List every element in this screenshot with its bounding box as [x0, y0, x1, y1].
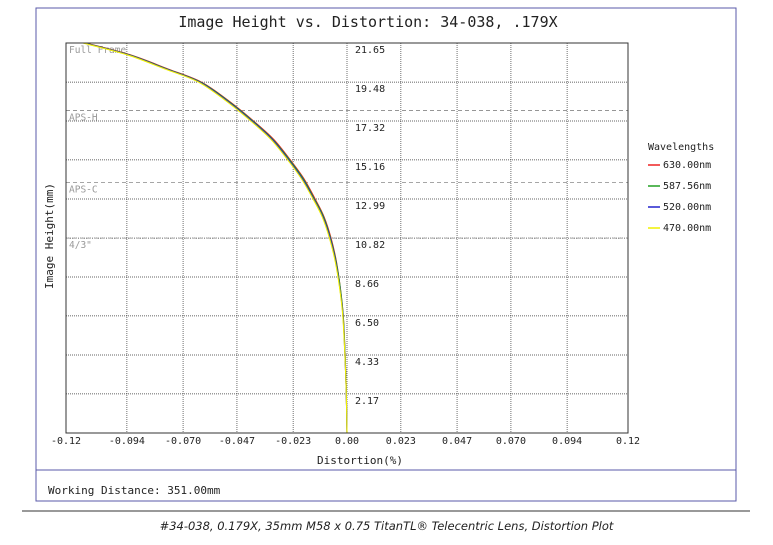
legend-entry: 470.00nm	[663, 223, 711, 234]
legend-title: Wavelengths	[648, 142, 714, 153]
x-tick-label: 0.12	[616, 436, 640, 447]
x-tick-label: 0.023	[386, 436, 416, 447]
x-tick-label: -0.047	[219, 436, 255, 447]
y-axis-label: Image Height(mm)	[43, 183, 56, 289]
legend-entry: 520.00nm	[663, 202, 711, 213]
x-tick-label: -0.023	[275, 436, 311, 447]
y-tick-label: 17.32	[355, 123, 385, 134]
x-tick-label: -0.070	[165, 436, 201, 447]
y-tick-label: 21.65	[355, 45, 385, 56]
figure-caption: #34-038, 0.179X, 35mm M58 x 0.75 TitanTL…	[159, 519, 614, 533]
series-line-470.00nm	[82, 42, 348, 434]
sensor-marker-label: APS-C	[69, 185, 98, 196]
y-tick-label: 8.66	[355, 279, 379, 290]
x-tick-label: 0.094	[552, 436, 582, 447]
legend-entry: 630.00nm	[663, 160, 711, 171]
x-axis-label: Distortion(%)	[317, 454, 403, 467]
y-tick-label: 6.50	[355, 318, 379, 329]
grid	[66, 43, 628, 433]
y-tick-label: 4.33	[355, 357, 379, 368]
sensor-marker-label: Full Frame	[69, 45, 126, 56]
y-tick-label: 19.48	[355, 84, 385, 95]
working-distance: Working Distance: 351.00mm	[48, 484, 221, 497]
legend-entry: 587.56nm	[663, 181, 711, 192]
sensor-marker-label: APS-H	[69, 113, 98, 124]
y-tick-labels: 2.17 4.33 6.50 8.66 10.82 12.99 15.16 17.32 19.4…	[355, 45, 385, 407]
x-tick-label: -0.12	[51, 436, 81, 447]
x-tick-label: 0.070	[496, 436, 526, 447]
x-tick-label: 0.047	[442, 436, 472, 447]
series-lines	[82, 42, 348, 434]
x-tick-label: -0.094	[109, 436, 145, 447]
plot-area	[65, 42, 629, 434]
chart-title: Image Height vs. Distortion: 34-038, .17…	[178, 13, 557, 31]
x-tick-label: 0.00	[335, 436, 359, 447]
outer-frame	[35, 7, 737, 502]
y-tick-label: 12.99	[355, 201, 385, 212]
y-tick-label: 15.16	[355, 162, 385, 173]
y-tick-label: 10.82	[355, 240, 385, 251]
sensor-marker-label: 4/3"	[69, 240, 92, 251]
x-tick-labels: -0.12 -0.094 -0.070 -0.047 -0.023 0.00 0.023 0.…	[51, 436, 640, 447]
legend: Wavelengths 630.00nm 587.56nm 520.00nm 470.…	[648, 142, 714, 234]
y-tick-label: 2.17	[355, 396, 379, 407]
